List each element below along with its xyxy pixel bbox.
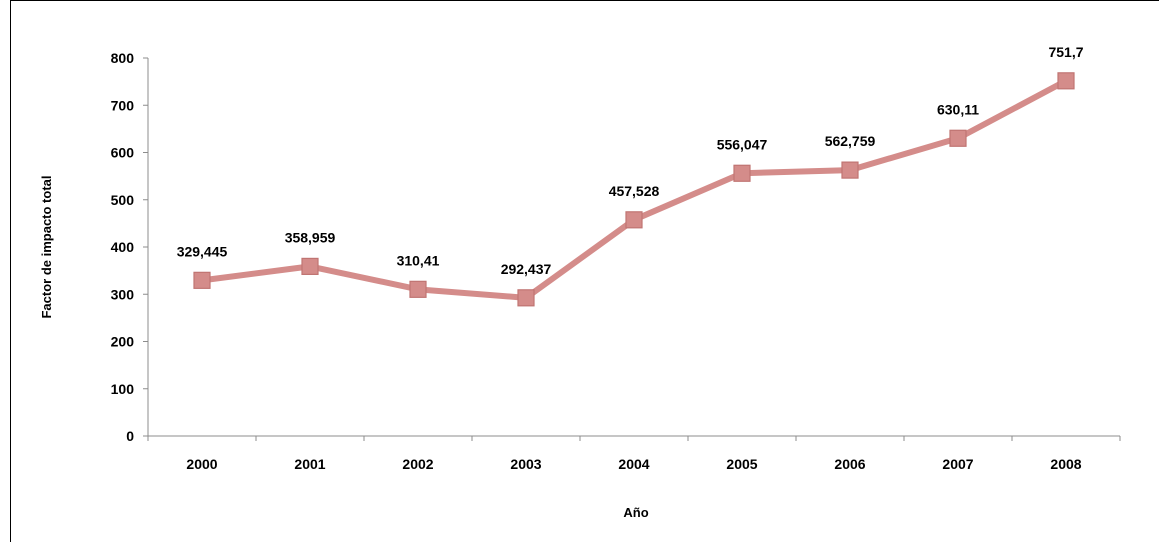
data-labels: 329,445 358,959 310,41 292,437 457,528 556,04…	[177, 44, 1084, 277]
data-point-marker	[733, 164, 751, 182]
data-point-marker	[625, 211, 643, 229]
y-tick-label: 400	[111, 239, 135, 255]
chart-frame	[10, 0, 1159, 542]
y-tick-label: 800	[111, 50, 135, 66]
data-point-marker	[517, 289, 535, 307]
y-tick-label: 700	[111, 97, 135, 113]
y-tick-label: 100	[111, 381, 135, 397]
data-label: 329,445	[177, 243, 228, 259]
x-tick-label: 2003	[510, 456, 541, 472]
data-point-marker	[949, 129, 967, 147]
data-label: 310,41	[397, 252, 440, 268]
x-tick-label: 2004	[618, 456, 649, 472]
y-tick-label: 0	[126, 428, 134, 444]
data-point-marker	[301, 257, 319, 275]
data-point-marker	[1057, 72, 1075, 90]
series-line	[193, 72, 1075, 307]
data-label: 358,959	[285, 229, 336, 245]
data-label: 562,759	[825, 133, 876, 149]
y-tick-label: 600	[111, 145, 135, 161]
x-tick-label: 2000	[186, 456, 217, 472]
data-label: 457,528	[609, 183, 660, 199]
x-axis-title: Año	[623, 505, 648, 520]
x-tick-label: 2002	[402, 456, 433, 472]
data-point-marker	[409, 280, 427, 298]
x-tick-label: 2007	[942, 456, 973, 472]
axes: 0 100 200 300 400 500 600 700 800 2000 2001 2002 200…	[111, 50, 1121, 472]
x-tick-label: 2008	[1050, 456, 1081, 472]
x-tick-label: 2006	[834, 456, 865, 472]
x-tick-label: 2005	[726, 456, 757, 472]
y-tick-label: 500	[111, 192, 135, 208]
y-tick-label: 300	[111, 286, 135, 302]
y-axis-title: Factor de impacto total	[39, 175, 54, 318]
x-tick-label: 2001	[294, 456, 325, 472]
data-point-marker	[193, 271, 211, 289]
data-label: 751,7	[1048, 44, 1083, 60]
y-tick-label: 200	[111, 334, 135, 350]
data-label: 556,047	[717, 136, 768, 152]
data-label: 292,437	[501, 261, 552, 277]
data-point-marker	[841, 161, 859, 179]
data-label: 630,11	[937, 101, 979, 117]
